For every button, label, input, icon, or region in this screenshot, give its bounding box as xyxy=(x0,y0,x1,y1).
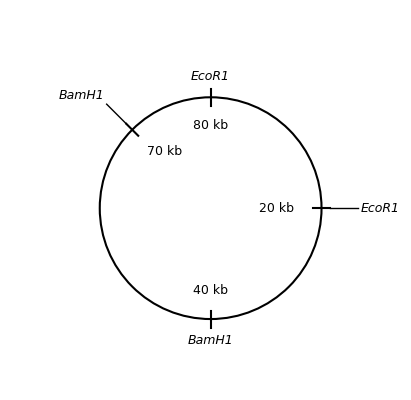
Text: 40 kb: 40 kb xyxy=(193,284,228,298)
Text: EcoR1: EcoR1 xyxy=(191,70,230,83)
Text: 80 kb: 80 kb xyxy=(193,119,228,132)
Text: 70 kb: 70 kb xyxy=(148,145,182,158)
Text: BamH1: BamH1 xyxy=(59,89,104,102)
Text: BamH1: BamH1 xyxy=(188,334,233,347)
Text: 20 kb: 20 kb xyxy=(259,202,294,215)
Text: EcoR1: EcoR1 xyxy=(361,202,400,215)
